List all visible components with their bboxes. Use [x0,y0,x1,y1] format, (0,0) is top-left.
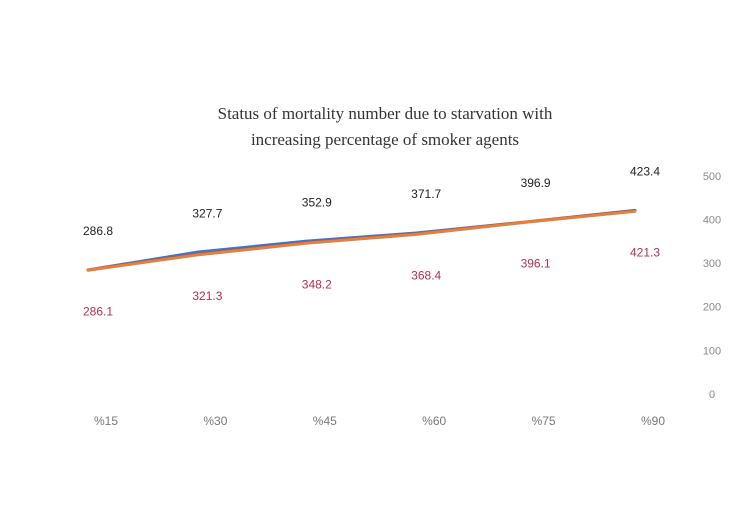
y-tick-label: 200 [703,302,721,314]
data-label: 321.3 [192,289,222,303]
chart: Status of mortality number due to starva… [0,0,733,512]
y-tick-label: 400 [703,215,721,227]
y-tick-label: 300 [703,258,721,270]
x-tick-label: %45 [313,414,337,428]
chart-title: increasing percentage of smoker agents [251,130,519,149]
y-tick-label: 500 [703,171,721,183]
data-label: 286.8 [83,224,113,238]
data-label: 396.1 [521,256,551,270]
data-label: 286.1 [83,304,113,318]
data-label: 396.9 [521,176,551,190]
x-tick-label: %30 [203,414,227,428]
y-tick-label: 0 [709,389,715,401]
data-label: 327.7 [192,206,222,220]
x-tick-label: %75 [532,414,556,428]
chart-title: Status of mortality number due to starva… [218,104,553,123]
series-line [88,211,635,270]
x-tick-label: %90 [641,414,665,428]
data-label: 423.4 [630,165,660,179]
x-tick-label: %60 [422,414,446,428]
x-tick-label: %15 [94,414,118,428]
data-label: 352.9 [302,195,332,209]
data-label: 371.7 [411,187,441,201]
data-label: 348.2 [302,277,332,291]
data-label: 421.3 [630,245,660,259]
y-tick-label: 100 [703,345,721,357]
data-label: 368.4 [411,269,441,283]
